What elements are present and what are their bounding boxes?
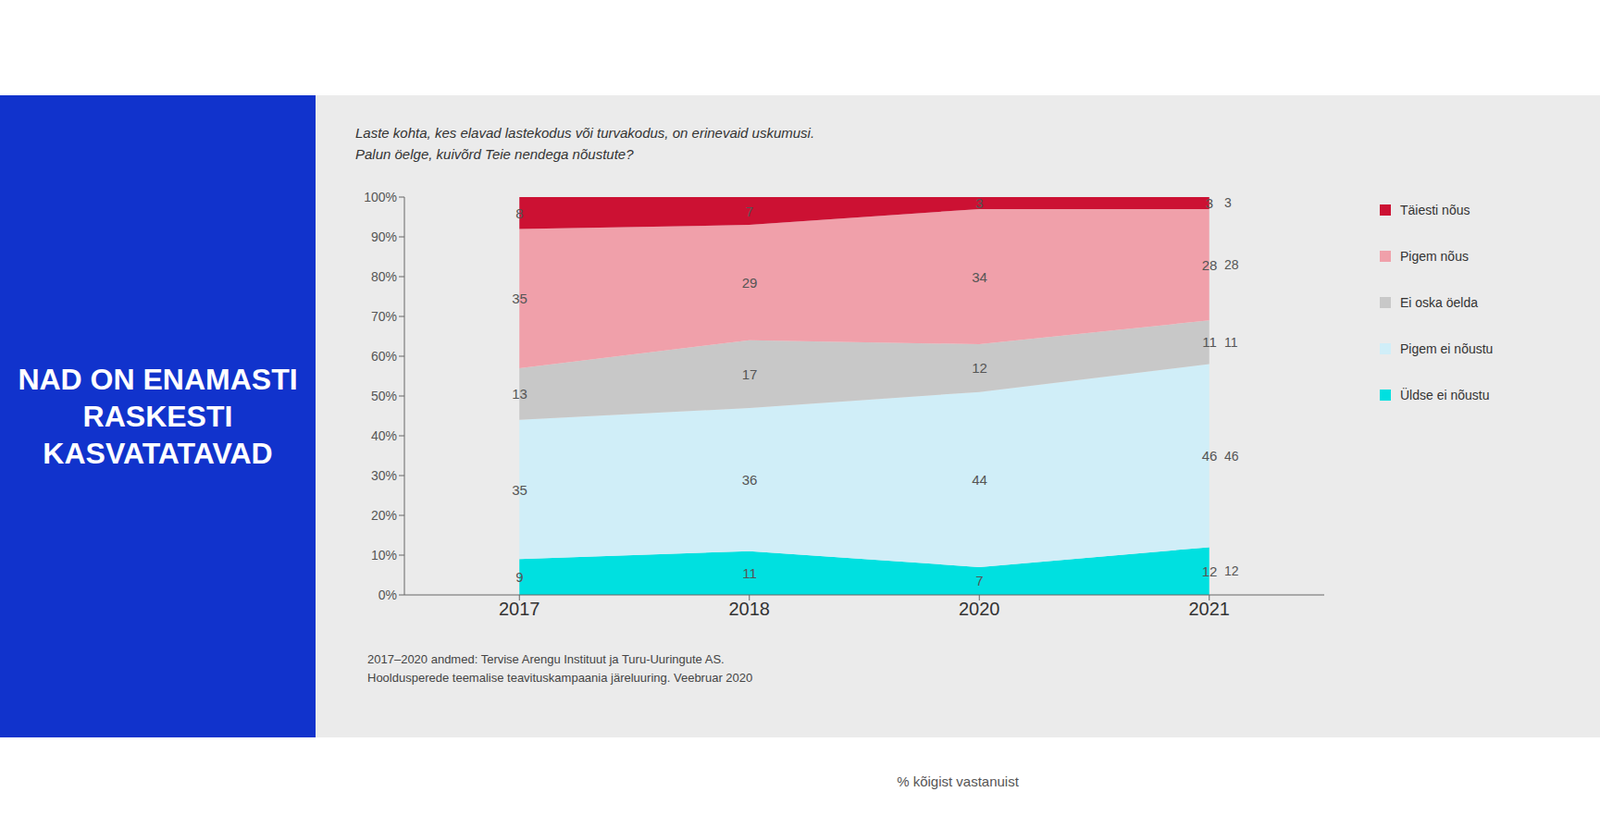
html-text:2017–2020 andmed: Tervise Aren: 2017–2020 andmed: Tervise Arengu Institu… <box>367 652 725 667</box>
svg-text:50%: 50% <box>371 388 397 404</box>
svg-text:35: 35 <box>511 482 528 498</box>
svg-text:40%: 40% <box>371 428 397 444</box>
html-text:Hooldusperede teemalise teavit: Hooldusperede teemalise teavituskampaani… <box>367 671 753 685</box>
svg-text:30%: 30% <box>371 468 397 484</box>
html-text:Ei oska öelda: Ei oska öelda <box>1400 295 1478 311</box>
svg-text:28: 28 <box>1224 257 1240 273</box>
html-text:Üldse ei nõustu: Üldse ei nõustu <box>1400 387 1490 403</box>
svg-text:2017: 2017 <box>498 598 541 620</box>
svg-text:13: 13 <box>511 385 528 402</box>
svg-text:3: 3 <box>1205 195 1214 211</box>
svg-text:8: 8 <box>515 205 523 222</box>
svg-text:10%: 10% <box>371 547 397 563</box>
svg-text:2018: 2018 <box>729 598 771 620</box>
svg-text:11: 11 <box>742 565 757 582</box>
html-text:Pigem nõus: Pigem nõus <box>1400 248 1469 264</box>
svg-text:34: 34 <box>971 269 988 286</box>
svg-text:2020: 2020 <box>958 598 1001 620</box>
svg-text:0%: 0% <box>378 587 397 603</box>
svg-text:46: 46 <box>1224 448 1240 464</box>
html-text:% kõigist vastanuist: % kõigist vastanuist <box>896 773 1019 790</box>
svg-text:3: 3 <box>975 195 983 211</box>
html-text:Laste kohta, kes elavad lastek: Laste kohta, kes elavad lastekodus või t… <box>355 124 815 162</box>
svg-text:35: 35 <box>511 290 528 307</box>
svg-text:3: 3 <box>1224 195 1232 211</box>
svg-text:17: 17 <box>742 366 758 383</box>
svg-text:90%: 90% <box>371 229 397 245</box>
html-text:Täiesti nõus: Täiesti nõus <box>1400 202 1470 218</box>
svg-text:11: 11 <box>1224 334 1239 350</box>
svg-text:20%: 20% <box>371 508 397 523</box>
svg-text:7: 7 <box>745 203 754 220</box>
svg-text:2021: 2021 <box>1189 598 1231 620</box>
svg-text:12: 12 <box>1202 563 1218 580</box>
svg-text:12: 12 <box>971 359 988 376</box>
svg-text:29: 29 <box>742 274 758 291</box>
svg-text:60%: 60% <box>371 348 397 364</box>
svg-text:11: 11 <box>1202 334 1217 350</box>
svg-text:28: 28 <box>1202 257 1218 273</box>
svg-text:12: 12 <box>1224 563 1240 579</box>
svg-text:46: 46 <box>1202 447 1218 464</box>
svg-text:36: 36 <box>742 471 758 488</box>
svg-text:7: 7 <box>975 572 983 589</box>
svg-text:70%: 70% <box>371 309 397 324</box>
html-text:Pigem ei nõustu: Pigem ei nõustu <box>1400 341 1494 357</box>
svg-text:44: 44 <box>971 471 988 488</box>
svg-text:80%: 80% <box>371 269 397 285</box>
svg-text:100%: 100% <box>363 189 397 205</box>
svg-text:9: 9 <box>515 569 523 585</box>
html-text:NAD ON ENAMASTI RASKESTI KASVA: NAD ON ENAMASTI RASKESTI KASVATATAVAD <box>17 362 298 471</box>
